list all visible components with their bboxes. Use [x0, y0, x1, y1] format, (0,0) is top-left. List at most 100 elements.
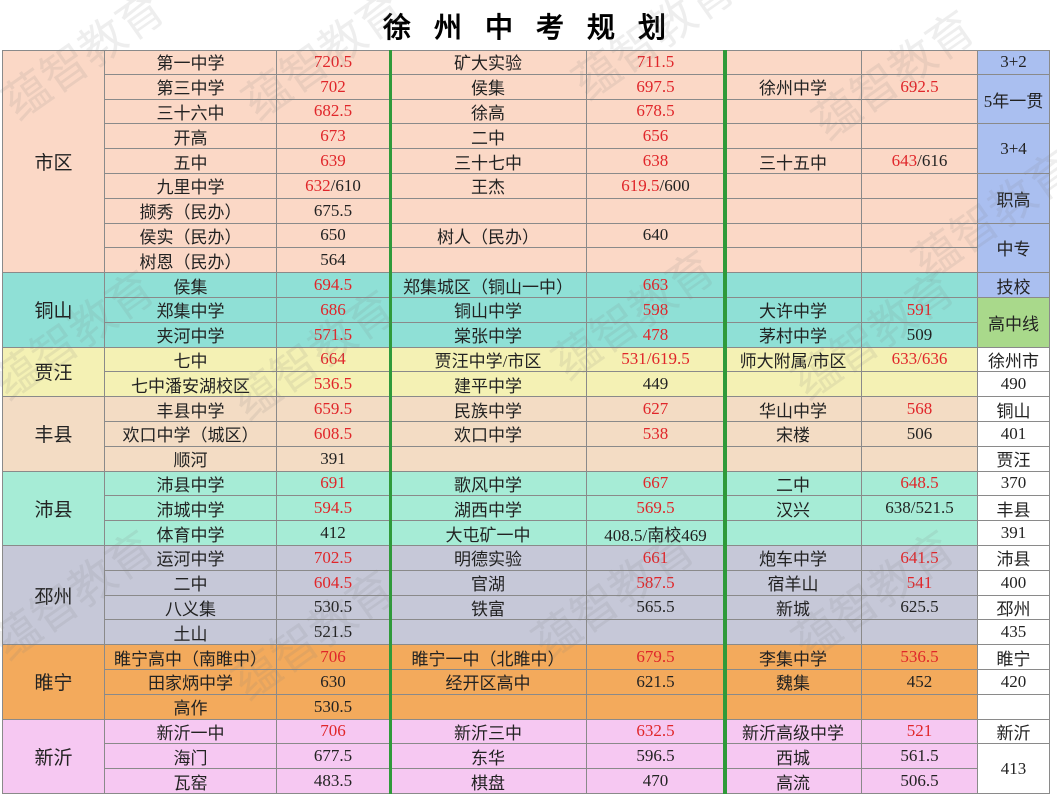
score: 632.5: [636, 721, 675, 741]
school-name: 明德实验: [390, 546, 587, 571]
score: 521: [906, 721, 933, 741]
school-name: 宋楼: [725, 422, 862, 447]
score: 638/521.5: [885, 498, 954, 518]
school-name: 华山中学: [725, 397, 862, 422]
empty-cell: [725, 248, 862, 274]
score: 594.5: [313, 498, 353, 518]
score: 641.5: [900, 547, 939, 567]
school-name: 三十五中: [725, 149, 862, 174]
score-cell: 702.5: [277, 546, 390, 571]
side-label: 睢宁: [978, 645, 1050, 670]
score: 643: [891, 151, 918, 171]
school-name: 郑集城区（铜山一中）: [390, 273, 587, 298]
score-cell: 632.5: [587, 719, 725, 745]
score: 638: [642, 151, 669, 171]
school-name: 师大附属/市区: [725, 347, 862, 373]
score-cell: 587.5: [587, 570, 725, 596]
score: 509: [906, 324, 933, 344]
score: 530.5: [313, 597, 353, 617]
side-label: 高中线: [978, 298, 1050, 348]
score-cell: 571.5: [277, 322, 390, 348]
region-cell: 丰县: [2, 397, 105, 472]
school-name: 棋盘: [390, 769, 587, 794]
side-label: 职高: [978, 174, 1050, 224]
empty-cell: [587, 620, 725, 646]
score-cell: 391: [277, 446, 390, 472]
score-cell: 633/636: [862, 347, 978, 373]
score-cell: 638/521.5: [862, 496, 978, 522]
score: 530.5: [313, 696, 353, 716]
region-cell: 邳州: [2, 546, 105, 646]
score-cell: 478: [587, 322, 725, 348]
score: 483.5: [313, 771, 353, 791]
score-cell: 594.5: [277, 496, 390, 522]
side-label: 5年一贯: [978, 74, 1050, 125]
school-name: 铜山中学: [390, 298, 587, 323]
score: 564: [320, 250, 346, 270]
title: 徐 州 中 考 规 划: [382, 13, 674, 44]
score: 521.5: [313, 622, 353, 642]
score-cell: 625.5: [862, 595, 978, 621]
school-name: 棠张中学: [390, 322, 587, 348]
score-cell: 692.5: [862, 74, 978, 100]
score-cell: 706: [277, 645, 390, 670]
score: 663: [642, 275, 669, 295]
side-label: 3+2: [978, 50, 1050, 75]
region-cell: 沛县: [2, 471, 105, 546]
empty-cell: [390, 694, 587, 720]
side-label: 铜山: [978, 397, 1050, 422]
school-name: 大屯矿一中: [390, 521, 587, 546]
school-name: 二中: [390, 124, 587, 150]
score: 661: [642, 547, 669, 567]
score-cell: 677.5: [277, 744, 390, 770]
empty-cell: [390, 620, 587, 646]
score-cell: 538: [587, 422, 725, 447]
score-cell: 650: [277, 223, 390, 249]
score: 711.5: [636, 51, 675, 71]
school-name: 运河中学: [105, 546, 277, 571]
score-cell: 608.5: [277, 422, 390, 447]
region-cell: 新沂: [2, 719, 105, 794]
score-cell: 627: [587, 397, 725, 422]
score-cell: 531/619.5: [587, 347, 725, 373]
school-name: 八义集: [105, 595, 277, 621]
score-cell: 641.5: [862, 546, 978, 571]
score-cell: 678.5: [587, 99, 725, 125]
score-cell: 470: [587, 769, 725, 794]
score-cell: 530.5: [277, 595, 390, 621]
school-name: 民族中学: [390, 397, 587, 422]
empty-cell: [725, 446, 862, 472]
school-name: 建平中学: [390, 372, 587, 398]
score-cell: 659.5: [277, 397, 390, 422]
score: 682.5: [313, 101, 353, 121]
score: 506: [906, 423, 933, 443]
score: 470: [642, 771, 669, 791]
score: 633/636: [891, 349, 948, 369]
side-label: 徐州市: [978, 347, 1050, 373]
school-name: 侯集: [390, 74, 587, 100]
score-cell: 452: [862, 670, 978, 695]
score-cell: 521.5: [277, 620, 390, 646]
region-cell: 贾汪: [2, 347, 105, 398]
score-cell: 536.5: [862, 645, 978, 670]
school-name: 第一中学: [105, 50, 277, 75]
school-name: 新沂一中: [105, 719, 277, 745]
empty-cell: [390, 248, 587, 274]
score-cell: 663: [587, 273, 725, 298]
divider: [389, 50, 392, 794]
school-name: 歌风中学: [390, 471, 587, 497]
side-label: 3+4: [978, 124, 1050, 174]
score-cell: 686: [277, 298, 390, 323]
score: 568: [906, 399, 933, 419]
school-name: 二中: [725, 471, 862, 497]
school-name: 七中: [105, 347, 277, 373]
school-name: 侯实（民办）: [105, 223, 277, 249]
score: 412: [320, 523, 346, 543]
school-name: 徐高: [390, 99, 587, 125]
school-name: 西城: [725, 744, 862, 770]
school-name: 汉兴: [725, 496, 862, 522]
score: 591: [906, 299, 933, 319]
score-cell: 598: [587, 298, 725, 323]
score-cell: 506.5: [862, 769, 978, 794]
school-name: 二中: [105, 570, 277, 596]
